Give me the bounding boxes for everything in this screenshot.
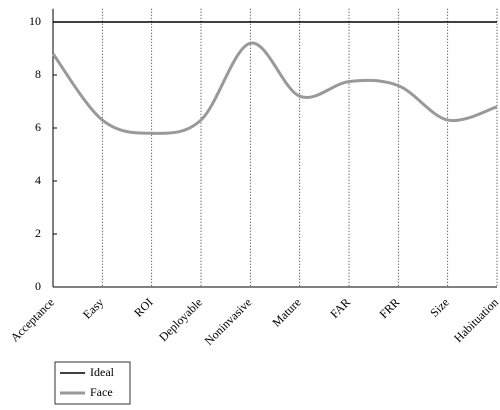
series-line xyxy=(51,41,498,135)
legend-label: Face xyxy=(90,385,113,399)
x-tick-label: Easy xyxy=(80,295,106,321)
y-tick-label: 4 xyxy=(35,173,41,187)
y-tick-label: 8 xyxy=(35,67,41,81)
x-tick-label: Noninvasive xyxy=(202,295,255,348)
x-tick-label: Acceptance xyxy=(8,295,57,344)
x-tick-label: Deployable xyxy=(156,295,205,344)
x-tick-label: ROI xyxy=(131,295,156,320)
x-tick-label: FRR xyxy=(376,295,402,321)
y-tick-label: 0 xyxy=(35,279,41,293)
x-tick-label: Mature xyxy=(269,295,303,329)
y-tick-label: 2 xyxy=(35,226,41,240)
x-tick-label: FAR xyxy=(327,295,353,321)
legend-label: Ideal xyxy=(90,365,115,379)
y-tick-label: 6 xyxy=(35,120,41,134)
x-tick-label: Habituation xyxy=(451,295,500,345)
y-tick-label: 10 xyxy=(29,14,41,28)
x-tick-label: Size xyxy=(427,295,452,320)
legend-box xyxy=(54,361,131,405)
